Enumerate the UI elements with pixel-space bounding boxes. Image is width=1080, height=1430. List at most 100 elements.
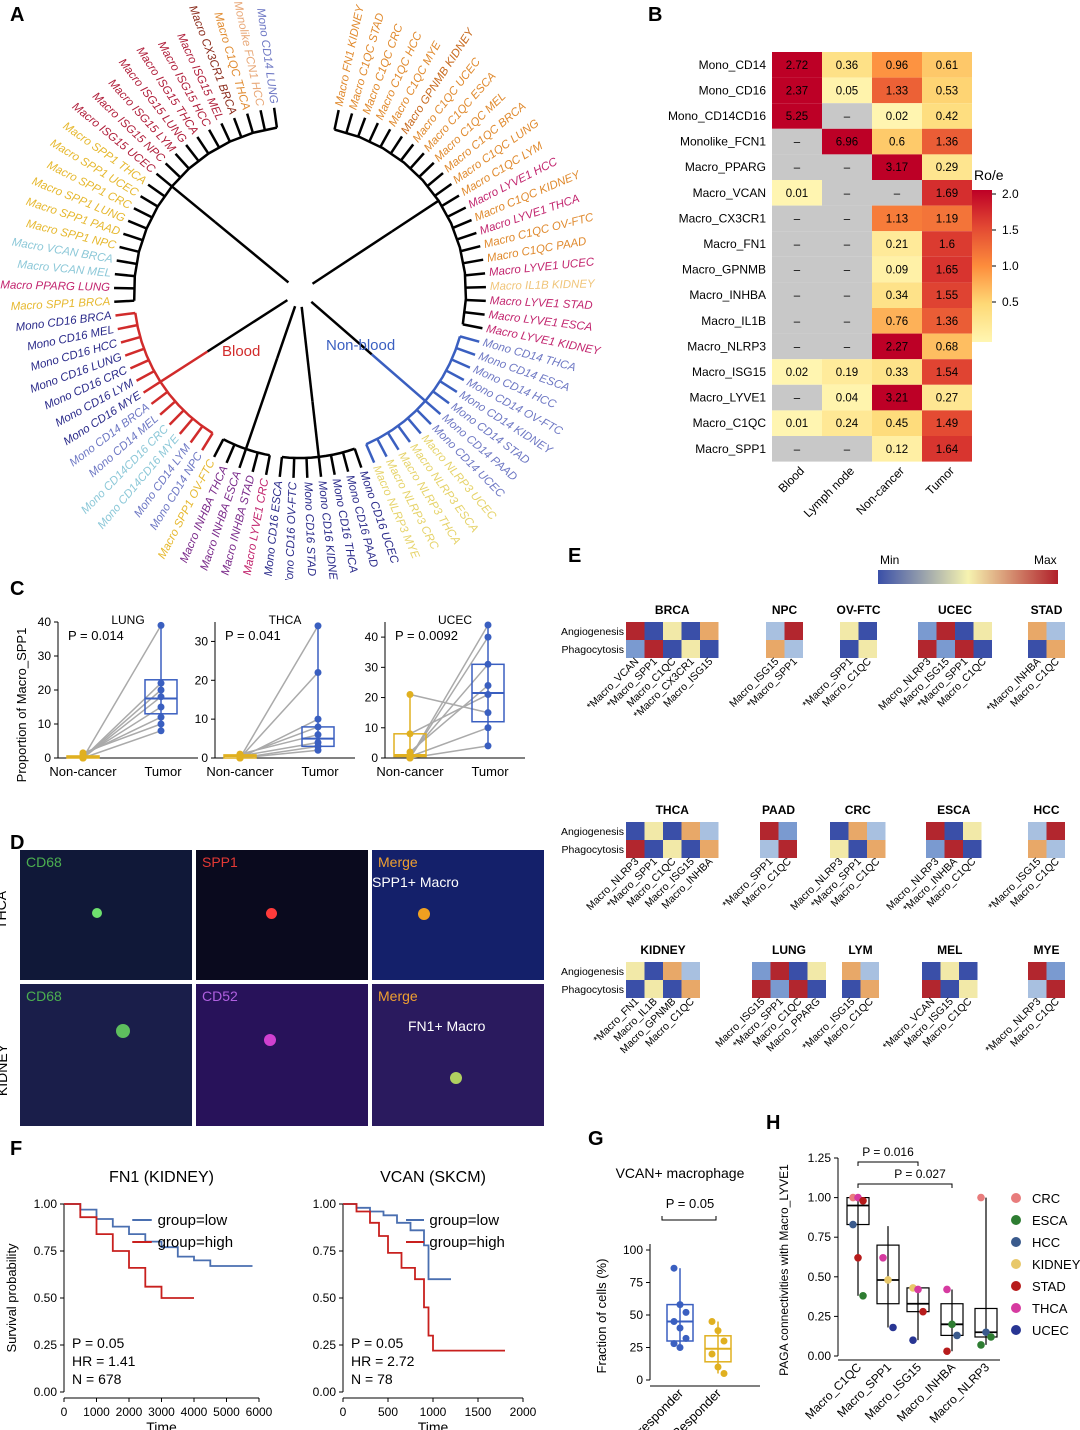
heatmap-cell — [772, 180, 822, 206]
group-title: PAAD — [762, 803, 795, 817]
dendrogram-branch — [244, 357, 279, 450]
dendrogram-branch — [129, 359, 150, 370]
heat-cell — [940, 980, 959, 998]
point — [484, 691, 492, 699]
heatmap-cell — [872, 103, 922, 129]
point — [484, 621, 492, 629]
tick-label: 30 — [365, 660, 379, 674]
dendrogram-branch — [147, 183, 166, 198]
point — [977, 1341, 985, 1349]
heatmap-cell — [922, 333, 972, 360]
tick-label: 40 — [38, 615, 52, 629]
dendrogram-branch — [447, 206, 467, 218]
heat-cell — [644, 822, 663, 840]
heatmap-value: – — [794, 444, 801, 456]
dendrogram-branch — [317, 456, 323, 477]
legend-tick-label: 1.5 — [1002, 223, 1019, 237]
heatmap-value: 1.54 — [936, 367, 959, 379]
dendrogram-branch — [142, 380, 162, 394]
heat-cell — [681, 622, 700, 640]
tick-label: 0.75 — [34, 1244, 58, 1258]
heat-cell — [842, 962, 861, 980]
heat-cell — [926, 840, 945, 858]
heatmap-cell — [922, 359, 972, 385]
tick-label: 0.25 — [313, 1338, 337, 1352]
heatmap-value: – — [844, 444, 851, 456]
n-value: N = 678 — [72, 1371, 122, 1387]
legend-bar — [878, 570, 1058, 584]
heatmap-cell — [772, 231, 822, 257]
heatmap-value: 0.09 — [886, 265, 908, 277]
ylabel: PAGA connectivities with Macro_LYVE1 — [777, 1164, 791, 1376]
heat-cell — [940, 962, 959, 980]
heatmap-value: 0.42 — [936, 111, 958, 123]
heat-cell — [644, 840, 663, 858]
dendrogram-branch — [259, 109, 267, 131]
heatmap-value: 0.53 — [936, 85, 958, 97]
plot-title: VCAN+ macrophage — [616, 1165, 745, 1181]
tick-label: 1.00 — [34, 1197, 58, 1211]
heat-cell — [784, 640, 803, 658]
legend-label: STAD — [1032, 1279, 1066, 1294]
heatmap-value: – — [844, 239, 851, 251]
heatmap-cell — [772, 384, 822, 411]
dendrogram-branch — [455, 346, 476, 357]
panel-letter-h: H — [766, 1112, 781, 1134]
point — [987, 1333, 995, 1341]
bracket — [661, 1216, 717, 1221]
spp1-macro-label: SPP1+ Macro — [372, 874, 459, 890]
heatmap-value: 0.36 — [836, 60, 858, 72]
p-value: P = 0.014 — [68, 628, 124, 643]
heat-cell — [1046, 962, 1065, 980]
row-label-thca-text: THCA — [0, 890, 10, 930]
dendrogram-branch — [174, 152, 190, 170]
heatmap-cell — [872, 128, 922, 155]
p-value: P = 0.05 — [351, 1335, 404, 1351]
heatmap-cell — [922, 103, 972, 129]
heatmap-value: 1.69 — [936, 188, 958, 200]
dendrogram-branch — [232, 117, 243, 138]
heat-cell — [770, 962, 789, 980]
heat-cell — [848, 840, 867, 858]
heatmap-value: 0.19 — [836, 367, 858, 379]
dendrogram-branch — [122, 232, 143, 242]
heat-cell — [700, 822, 719, 840]
xlabel: Time — [146, 1419, 177, 1430]
dendrogram-branch — [124, 347, 145, 357]
group-title: LYM — [848, 943, 872, 957]
dendrogram-branch — [264, 454, 271, 476]
legend-low: group=low — [429, 1212, 499, 1229]
tick-label: 0.00 — [34, 1385, 58, 1399]
heat-cell — [955, 640, 974, 658]
heat-cell — [1028, 840, 1047, 858]
legend-tick-label: 2.0 — [1002, 187, 1019, 201]
heatmap-cell — [772, 103, 822, 129]
group-title: NPC — [772, 603, 798, 617]
heatmap-cell — [772, 436, 822, 462]
heat-cell — [867, 840, 886, 858]
point — [720, 1370, 728, 1377]
tick-label: 0 — [371, 751, 378, 765]
dendrogram-branch — [201, 432, 214, 451]
pair-line — [409, 663, 489, 756]
heatmap-cell — [822, 128, 872, 155]
heatmap-cell — [872, 154, 922, 180]
point — [314, 746, 322, 754]
row-label-thca: THCA — [0, 872, 22, 952]
heatmap-value: 1.13 — [886, 213, 908, 225]
panel-c-boxplots: Proportion of Macro_SPP1 LUNG 0 10 20 30 40 P =… — [14, 613, 525, 782]
heatmap-cell — [922, 231, 972, 257]
heatmap-cell — [822, 410, 872, 436]
point — [406, 730, 414, 738]
tick-label: 0.00 — [808, 1349, 832, 1363]
heatmap-cell — [922, 128, 972, 155]
tick-label: 0.25 — [808, 1309, 832, 1323]
point — [79, 749, 87, 757]
heat-cell — [858, 640, 877, 658]
heatmap-cell — [922, 308, 972, 334]
heatmap-value: 0.68 — [936, 341, 958, 353]
heatmap-value: 1.33 — [886, 85, 908, 97]
dendrogram-branch — [424, 399, 442, 415]
dendrogram-branch — [368, 122, 380, 142]
dendrogram-branch — [426, 172, 444, 187]
